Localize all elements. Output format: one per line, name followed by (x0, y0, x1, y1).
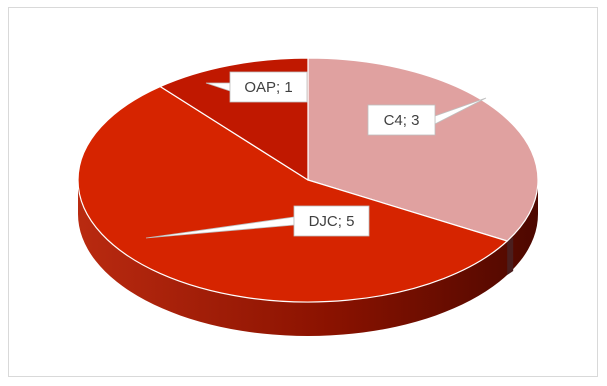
data-label-djc: DJC; 5 (309, 213, 355, 230)
pie-side-wall (78, 180, 538, 336)
pie-slice-djc (77, 85, 508, 303)
data-label-box-oap (229, 71, 308, 103)
slice-cut-face (507, 237, 514, 275)
data-label-box-c4 (367, 104, 436, 136)
pie-slice-c4 (307, 57, 539, 242)
data-label-box-djc (293, 205, 370, 237)
data-label-oap: OAP; 1 (244, 79, 292, 96)
data-label-c4: C4; 3 (384, 112, 420, 129)
